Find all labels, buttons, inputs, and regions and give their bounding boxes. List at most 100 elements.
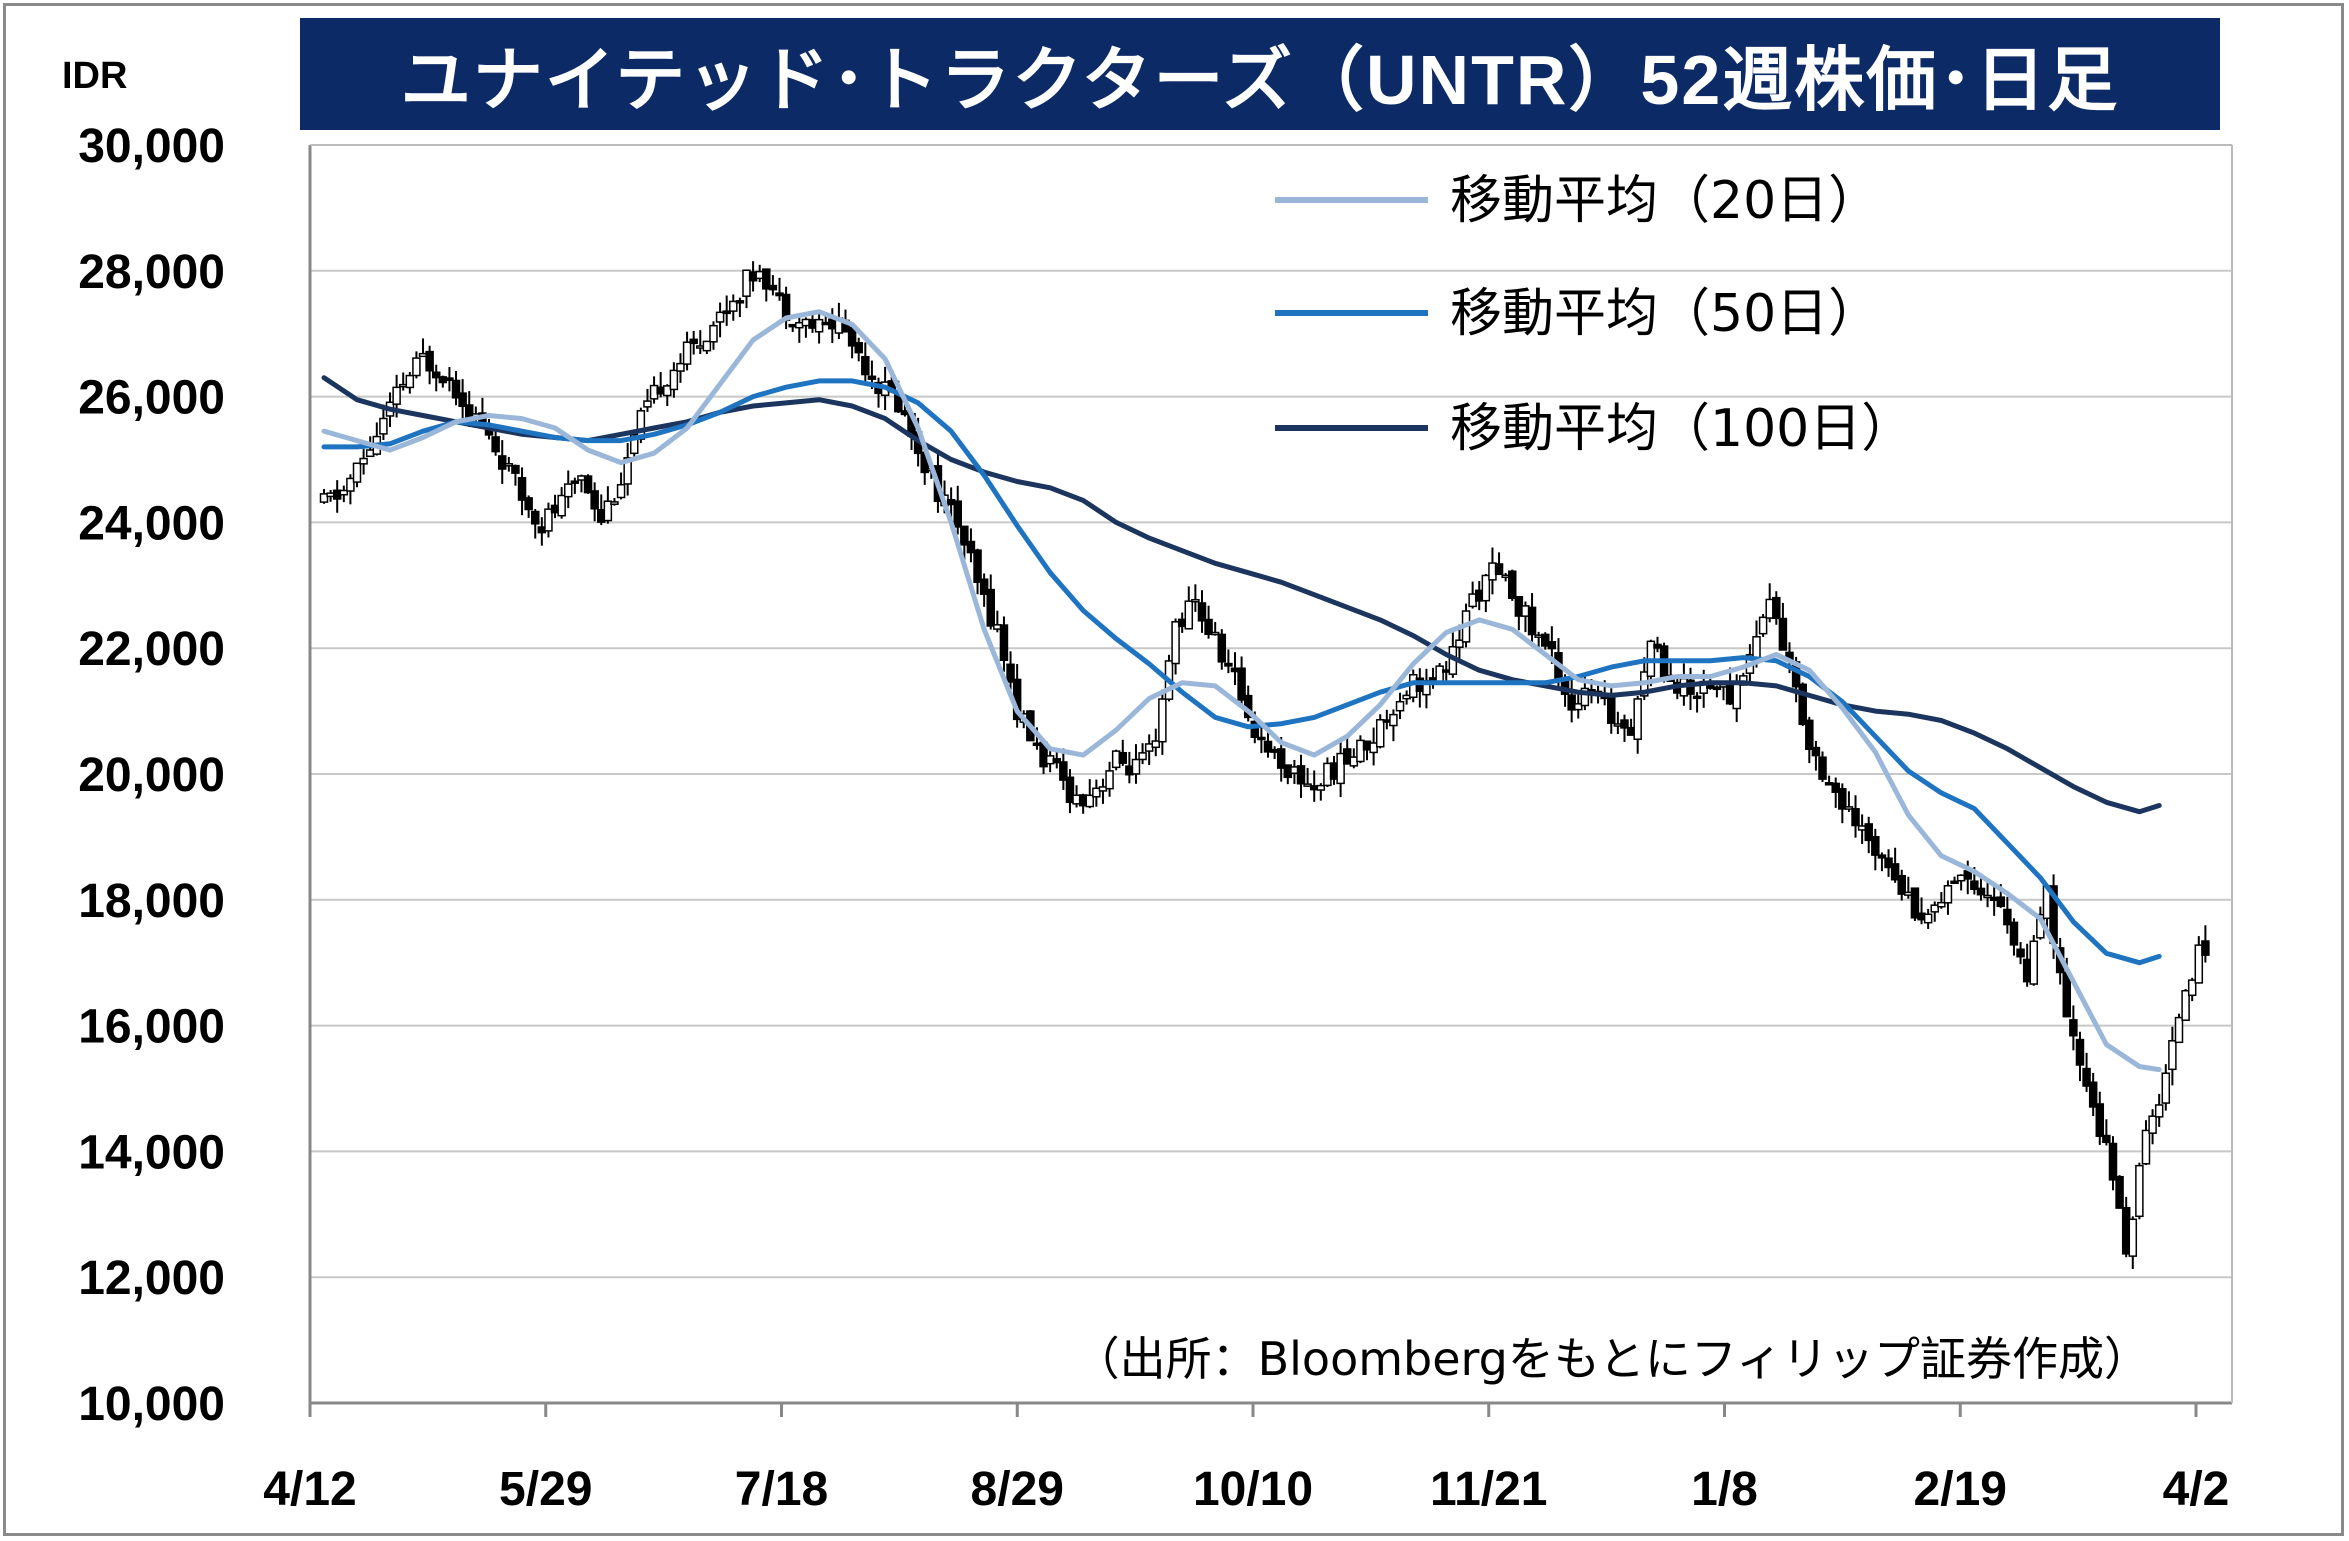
candle-body	[451, 379, 461, 399]
candle-body	[319, 493, 329, 503]
candle-body	[1481, 574, 1491, 602]
legend-label: 移動平均（100日）	[1450, 399, 1913, 459]
candle-body	[2141, 1129, 2151, 1165]
x-tick-labels: 4/12 5/29 7/18 8/29 10/10 11/21 1/8 2/19 4/2	[263, 1403, 2229, 1516]
x-tick-label: 2/19	[1914, 1463, 2007, 1516]
candle-body	[669, 369, 679, 391]
candle-body	[1389, 713, 1398, 727]
x-tick-label: 8/29	[971, 1463, 1064, 1516]
candle-body	[1375, 719, 1385, 748]
legend-label: 移動平均（50日）	[1450, 284, 1880, 344]
candle-body	[564, 483, 573, 498]
candle-body	[735, 300, 745, 304]
candle-body	[966, 540, 976, 554]
chart-frame	[3, 3, 2344, 1536]
candle-body	[1877, 854, 1887, 859]
candle-body	[2154, 1104, 2164, 1118]
candle-body	[979, 578, 989, 595]
candle-body	[412, 357, 421, 377]
candle-body	[768, 284, 778, 291]
candle-body	[1257, 736, 1266, 741]
candlesticks	[319, 261, 2210, 1270]
candle-body	[2148, 1115, 2157, 1134]
chart-title: ユナイテッド･トラクターズ（UNTR）52週株価･日足	[300, 18, 2220, 130]
candle-body	[867, 375, 877, 380]
candle-body	[445, 377, 454, 381]
ma-line	[321, 375, 2162, 815]
candle-body	[1316, 784, 1326, 791]
candle-body	[1006, 663, 1015, 683]
candle-body	[1930, 904, 1939, 913]
candle-body	[1224, 662, 1233, 667]
candle-body	[1778, 617, 1788, 651]
candle-body	[814, 318, 824, 333]
y-tick-label: 20,000	[78, 749, 225, 802]
candle-body	[1983, 894, 1992, 899]
candle-body	[1772, 596, 1781, 620]
moving-average-lines	[321, 309, 2162, 1073]
x-tick-label: 11/21	[1430, 1463, 1547, 1516]
candle-body	[630, 434, 639, 455]
candle-body	[1805, 719, 1814, 751]
candle-body	[2161, 1072, 2171, 1104]
candle-body	[702, 340, 712, 352]
candle-body	[339, 489, 349, 496]
y-tick-label: 12,000	[78, 1252, 225, 1305]
candle-body	[1455, 639, 1464, 648]
candle-body	[1527, 606, 1537, 636]
candle-body	[2009, 921, 2019, 946]
candle-body	[1052, 758, 1062, 764]
candle-body	[1210, 631, 1220, 636]
candle-body	[1191, 598, 1200, 603]
candle-body	[1197, 602, 1207, 622]
candle-body	[2088, 1081, 2098, 1108]
candle-body	[2181, 989, 2190, 1021]
candle-body	[431, 371, 441, 379]
candle-body	[405, 374, 415, 389]
candle-body	[1138, 752, 1147, 761]
candle-body	[504, 463, 514, 467]
candle-body	[999, 624, 1009, 662]
candle-body	[1184, 600, 1194, 630]
candle-body	[1851, 808, 1860, 827]
y-tick-labels: 30,000 28,000 26,000 24,000 22,000 20,000 18,0…	[78, 120, 225, 1431]
candle-body	[1996, 896, 2006, 908]
candle-body	[1263, 740, 1273, 753]
candle-body	[1580, 687, 1590, 707]
candle-body	[1752, 636, 1761, 659]
candle-body	[1831, 782, 1840, 793]
candle-body	[458, 392, 467, 408]
candle-body	[1151, 740, 1161, 749]
candle-body	[1131, 758, 1141, 775]
candle-body	[2201, 940, 2210, 956]
candle-body	[2029, 940, 2039, 985]
candle-body	[1356, 739, 1365, 763]
candle-body	[497, 455, 507, 470]
candle-body	[2095, 1103, 2105, 1137]
candle-body	[1336, 752, 1345, 785]
candle-body	[590, 490, 599, 510]
candle-body	[1712, 686, 1722, 691]
candle-body	[1970, 880, 1979, 891]
candle-body	[663, 385, 672, 397]
candle-body	[2128, 1218, 2138, 1257]
candle-body	[1395, 700, 1405, 712]
candle-body	[854, 342, 863, 354]
candle-body	[1065, 776, 1075, 804]
candle-body	[861, 355, 870, 376]
candle-body	[1871, 835, 1880, 856]
candle-body	[1620, 719, 1629, 729]
candle-body	[557, 494, 566, 517]
candle-body	[2115, 1175, 2124, 1209]
candle-body	[359, 457, 368, 465]
y-tick-label: 30,000	[78, 120, 225, 173]
candle-body	[1085, 794, 1095, 808]
candle-body	[1950, 880, 1959, 885]
gridlines	[308, 144, 2233, 1405]
x-tick-label: 1/8	[1691, 1463, 1758, 1516]
candle-body	[2075, 1038, 2085, 1066]
candle-body	[2082, 1067, 2091, 1087]
x-tick-label: 5/29	[499, 1463, 592, 1516]
y-tick-label: 18,000	[78, 875, 225, 928]
candle-body	[1435, 665, 1444, 683]
